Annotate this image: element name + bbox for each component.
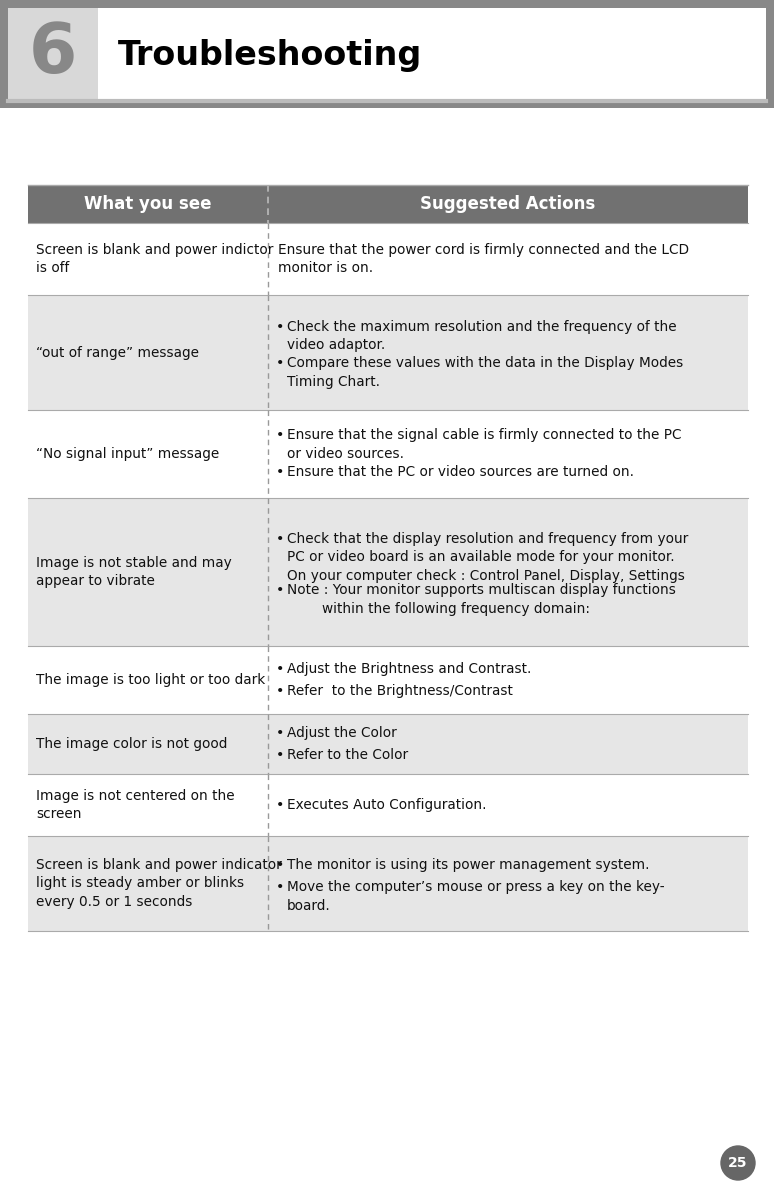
Text: 6: 6	[29, 20, 77, 88]
Text: “No signal input” message: “No signal input” message	[36, 447, 219, 461]
Bar	[28, 295, 748, 411]
Text: •: •	[276, 881, 284, 894]
Text: The image is too light or too dark: The image is too light or too dark	[36, 674, 265, 687]
Text: •: •	[276, 684, 284, 699]
Text: Check that the display resolution and frequency from your
PC or video board is a: Check that the display resolution and fr…	[287, 532, 688, 583]
Bar	[28, 774, 748, 837]
Text: •: •	[276, 583, 284, 597]
Bar	[28, 837, 748, 931]
Bar	[28, 714, 748, 774]
Text: Ensure that the power cord is firmly connected and the LCD
monitor is on.: Ensure that the power cord is firmly con…	[278, 243, 689, 275]
Text: •: •	[276, 428, 284, 443]
Text: “out of range” message: “out of range” message	[36, 345, 199, 359]
Bar	[28, 223, 748, 295]
Text: •: •	[276, 726, 284, 739]
Bar	[28, 497, 748, 646]
Text: •: •	[276, 357, 284, 370]
Text: Move the computer’s mouse or press a key on the key-
board.: Move the computer’s mouse or press a key…	[287, 881, 665, 913]
Text: Image is not centered on the
screen: Image is not centered on the screen	[36, 789, 235, 821]
Bar	[28, 184, 748, 223]
Text: •: •	[276, 662, 284, 676]
Text: Troubleshooting: Troubleshooting	[118, 39, 423, 73]
Text: Suggested Actions: Suggested Actions	[420, 195, 596, 213]
Text: Refer to the Color: Refer to the Color	[287, 749, 408, 762]
Bar	[0, 0, 774, 108]
Text: Note : Your monitor supports multiscan display functions
        within the foll: Note : Your monitor supports multiscan d…	[287, 583, 676, 615]
Text: The image color is not good: The image color is not good	[36, 737, 228, 751]
Circle shape	[721, 1146, 755, 1180]
Text: Executes Auto Configuration.: Executes Auto Configuration.	[287, 797, 487, 812]
Text: The monitor is using its power management system.: The monitor is using its power managemen…	[287, 858, 649, 872]
Text: Ensure that the signal cable is firmly connected to the PC
or video sources.: Ensure that the signal cable is firmly c…	[287, 428, 681, 461]
Text: Compare these values with the data in the Display Modes
Timing Chart.: Compare these values with the data in th…	[287, 357, 683, 389]
Text: •: •	[276, 319, 284, 333]
Text: Ensure that the PC or video sources are turned on.: Ensure that the PC or video sources are …	[287, 465, 634, 480]
Bar	[8, 8, 766, 100]
Text: Screen is blank and power indictor
is off: Screen is blank and power indictor is of…	[36, 243, 273, 275]
Text: Image is not stable and may
appear to vibrate: Image is not stable and may appear to vi…	[36, 556, 231, 588]
Text: •: •	[276, 858, 284, 872]
Text: •: •	[276, 532, 284, 546]
Text: Check the maximum resolution and the frequency of the
video adaptor.: Check the maximum resolution and the fre…	[287, 319, 676, 352]
Text: 25: 25	[728, 1155, 748, 1170]
Text: What you see: What you see	[84, 195, 212, 213]
Text: •: •	[276, 797, 284, 812]
Bar	[28, 411, 748, 497]
Text: Refer  to the Brightness/Contrast: Refer to the Brightness/Contrast	[287, 684, 513, 699]
Text: Adjust the Brightness and Contrast.: Adjust the Brightness and Contrast.	[287, 662, 532, 676]
Bar	[28, 646, 748, 714]
Text: •: •	[276, 465, 284, 480]
Text: •: •	[276, 749, 284, 762]
Text: Screen is blank and power indicator
light is steady amber or blinks
every 0.5 or: Screen is blank and power indicator ligh…	[36, 858, 282, 909]
Text: Adjust the Color: Adjust the Color	[287, 726, 397, 739]
Bar	[8, 8, 98, 100]
